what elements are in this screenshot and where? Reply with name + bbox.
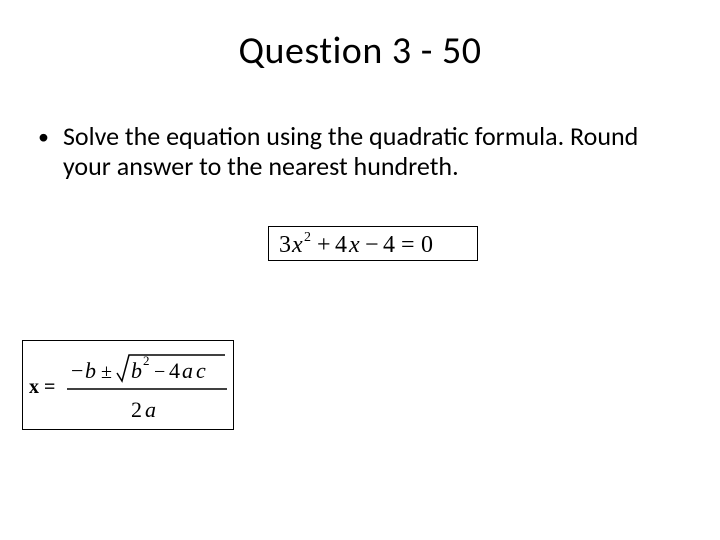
svg-text:4: 4 [383,232,395,258]
svg-text:0: 0 [421,232,433,258]
svg-text:2: 2 [131,397,142,422]
svg-text:4: 4 [335,232,347,258]
equation-svg: 3 x 2 + 4 x − 4 = 0 [273,228,473,260]
svg-text:−: − [365,232,379,258]
svg-text:+: + [317,232,331,258]
svg-text:−: − [71,358,83,383]
svg-text:b: b [131,358,142,383]
svg-text:=: = [401,232,415,258]
svg-text:=: = [44,376,55,398]
svg-text:2: 2 [143,353,150,368]
svg-text:b: b [85,358,96,383]
svg-text:a: a [145,397,156,422]
svg-text:x: x [291,232,303,258]
formula-svg: x = − b ± b 2 − 4 a c 2 a [27,343,231,427]
equation-box: 3 x 2 + 4 x − 4 = 0 [268,226,478,261]
bullet-item: • Solve the equation using the quadratic… [38,122,660,182]
svg-text:3: 3 [279,232,291,258]
slide-title: Question 3 - 50 [0,0,720,74]
body-text: • Solve the equation using the quadratic… [38,122,660,182]
svg-text:−: − [154,361,165,383]
svg-text:±: ± [101,361,112,383]
slide: Question 3 - 50 • Solve the equation usi… [0,0,720,540]
svg-text:x: x [29,376,39,398]
svg-text:c: c [196,358,206,383]
svg-text:a: a [182,358,193,383]
bullet-dot: • [38,122,49,152]
svg-text:4: 4 [169,358,180,383]
svg-text:2: 2 [304,230,311,245]
formula-box: x = − b ± b 2 − 4 a c 2 a [22,340,234,430]
bullet-text: Solve the equation using the quadratic f… [63,122,660,182]
svg-text:x: x [348,232,360,258]
